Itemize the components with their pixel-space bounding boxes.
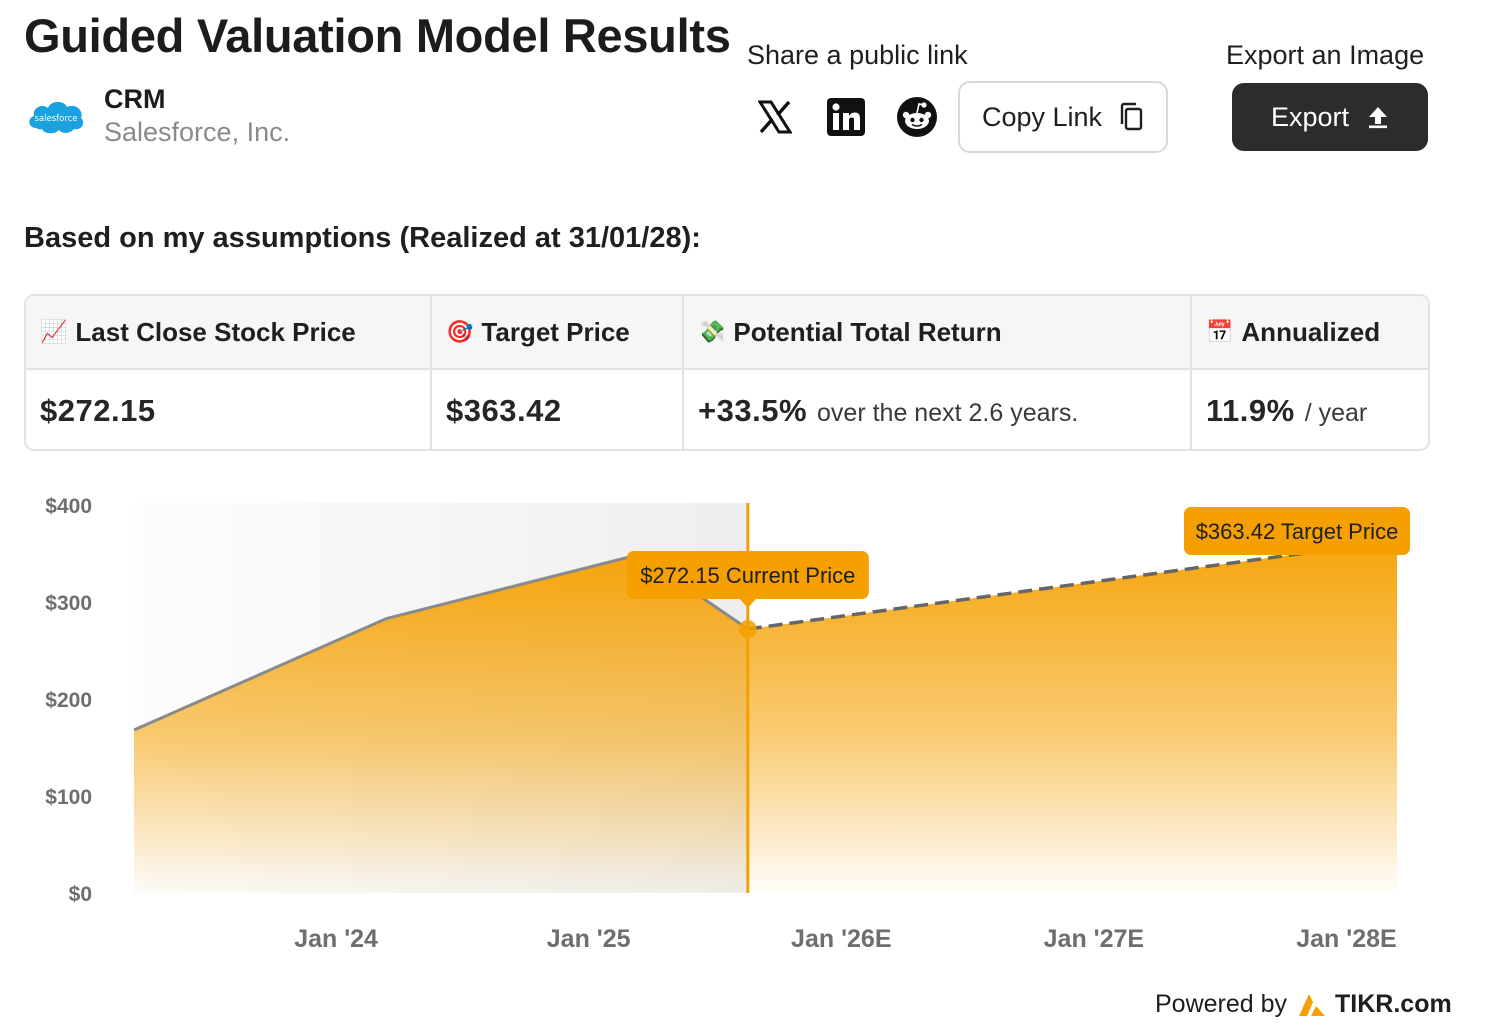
last-close-value-cell: $272.15 xyxy=(26,370,432,449)
current-price-callout xyxy=(626,551,869,599)
reddit-icon[interactable] xyxy=(894,92,940,142)
last-close-header: 📈 Last Close Stock Price xyxy=(26,296,432,370)
x-tick-label: Jan '24 xyxy=(294,925,378,953)
chart-increasing-icon: 📈 xyxy=(40,319,68,345)
current-price-callout-pointer xyxy=(739,599,756,608)
company-name: Salesforce, Inc. xyxy=(104,117,291,147)
x-tick-label: Jan '25 xyxy=(547,925,631,953)
target-price-header: 🎯 Target Price xyxy=(432,296,684,370)
x-tick-label: Jan '27E xyxy=(1044,925,1144,953)
footer: Powered by TIKR.com xyxy=(1155,990,1452,1019)
stats-table: 📈 Last Close Stock Price 🎯 Target Price … xyxy=(24,294,1430,451)
potential-return-header: 💸 Potential Total Return xyxy=(684,296,1192,370)
company-block: salesforce CRM Salesforce, Inc. xyxy=(26,84,290,150)
export-button[interactable]: Export xyxy=(1232,83,1428,151)
copy-link-button[interactable]: Copy Link xyxy=(958,81,1168,153)
page-title: Guided Valuation Model Results xyxy=(24,9,731,62)
export-label: Export an Image xyxy=(1226,40,1425,70)
target-icon: 🎯 xyxy=(446,319,474,345)
projected-area xyxy=(747,540,1397,893)
svg-text:salesforce: salesforce xyxy=(34,114,77,124)
annualized-suffix: / year xyxy=(1304,399,1368,427)
current-price-point xyxy=(738,620,757,639)
export-button-label: Export xyxy=(1270,101,1350,132)
y-tick-label: $100 xyxy=(45,786,92,809)
valuation-chart: $400 $300 $200 $100 $0 Jan '24 Jan '25 Jan '26E… xyxy=(45,495,1410,953)
tikr-brand: TIKR.com xyxy=(1335,990,1452,1018)
annualized-header: 📅 Annualized xyxy=(1192,296,1428,370)
target-price-callout xyxy=(1184,507,1410,555)
upload-icon xyxy=(1369,107,1388,129)
projected-line xyxy=(747,538,1398,631)
money-wings-icon: 💸 xyxy=(698,319,726,345)
powered-by-label: Powered by xyxy=(1155,990,1288,1018)
last-close-value: $272.15 xyxy=(40,392,156,428)
annualized-value-cell: 11.9% / year xyxy=(1192,370,1428,449)
share-label: Share a public link xyxy=(747,40,968,70)
current-price-callout-label: $272.15 Current Price xyxy=(640,563,855,588)
x-tick-label: Jan '28E xyxy=(1296,925,1396,953)
x-icon[interactable] xyxy=(752,92,798,142)
calendar-icon: 📅 xyxy=(1206,319,1234,345)
potential-return-value-cell: +33.5% over the next 2.6 years. xyxy=(684,370,1192,449)
y-tick-label: $200 xyxy=(45,689,92,712)
y-tick-label: $400 xyxy=(45,495,92,518)
target-price-callout-label: $363.42 Target Price xyxy=(1196,519,1399,544)
annualized-value: 11.9% xyxy=(1206,392,1295,428)
assumptions-heading: Based on my assumptions (Realized at 31/… xyxy=(24,222,701,254)
historical-area xyxy=(134,554,748,893)
linkedin-icon[interactable] xyxy=(823,92,869,142)
tikr-logo-icon xyxy=(1299,993,1326,1016)
share-icons xyxy=(752,92,965,142)
target-price-value-cell: $363.42 xyxy=(432,370,684,449)
potential-return-value: +33.5% xyxy=(698,392,808,428)
potential-return-suffix: over the next 2.6 years. xyxy=(817,399,1079,427)
x-tick-label: Jan '26E xyxy=(791,925,891,953)
ticker-symbol: CRM xyxy=(104,84,166,114)
y-tick-label: $300 xyxy=(45,592,92,615)
copy-icon xyxy=(1120,102,1143,131)
y-tick-label: $0 xyxy=(69,883,92,906)
salesforce-logo: salesforce xyxy=(26,94,86,140)
target-price-value: $363.42 xyxy=(446,392,562,428)
copy-link-label: Copy Link xyxy=(981,101,1103,132)
